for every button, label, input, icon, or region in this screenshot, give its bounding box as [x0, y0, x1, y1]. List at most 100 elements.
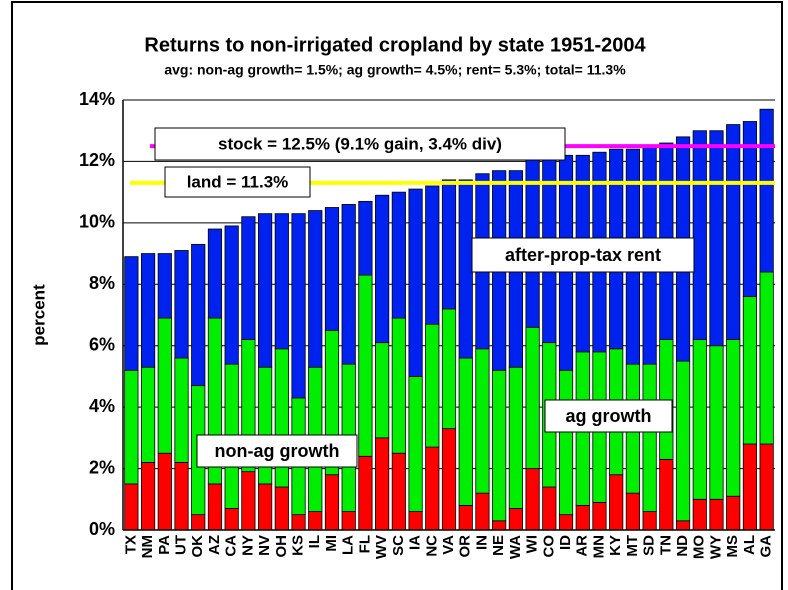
reference-label-box — [164, 166, 311, 198]
y-tick-label: 8% — [89, 273, 115, 293]
bar-segment — [425, 446, 440, 531]
bar-segment — [458, 357, 473, 506]
bar-segment — [358, 200, 373, 276]
y-tick-label: 0% — [89, 519, 115, 539]
x-tick-label: PA — [156, 535, 173, 555]
x-tick-label: VA — [440, 535, 457, 555]
bar-segment — [408, 511, 423, 531]
x-tick-label: OH — [273, 535, 290, 558]
x-tick-label: MO — [691, 535, 708, 559]
bar-segment — [324, 474, 340, 531]
bar-segment — [408, 188, 423, 377]
bar-segment — [174, 250, 189, 359]
x-tick-label: GA — [758, 535, 775, 558]
x-tick-label: FL — [356, 535, 373, 553]
x-tick-label: MN — [590, 535, 607, 558]
legend-box — [544, 399, 673, 433]
bar-segment — [425, 185, 440, 325]
bar-segment — [475, 348, 490, 494]
y-tick-label: 12% — [79, 150, 115, 170]
bar-segment — [492, 369, 507, 522]
bar-segment — [375, 194, 390, 344]
x-tick-label: ID — [557, 535, 574, 550]
legend-label: non-ag growth — [215, 441, 340, 461]
bar-segment — [492, 520, 507, 531]
bar-segment — [659, 339, 674, 460]
x-tick-label: NM — [139, 535, 156, 558]
bar-segment — [508, 508, 523, 531]
bar-segment — [291, 213, 306, 399]
bar-segment — [157, 317, 172, 454]
bar-segment — [441, 428, 457, 531]
bar-segment — [759, 271, 774, 445]
bar-segment — [508, 366, 523, 509]
bar-segment — [575, 505, 590, 531]
x-tick-label: UT — [172, 535, 189, 555]
bar-segment — [391, 317, 406, 454]
x-tick-label: WY — [707, 535, 724, 559]
bar-segment — [692, 339, 707, 500]
bar-segment — [642, 511, 657, 531]
x-tick-label: NY — [239, 535, 256, 556]
reference-label: land = 11.3% — [187, 172, 289, 191]
bar-segment — [675, 360, 691, 522]
x-tick-label: NC — [423, 535, 440, 557]
bar-segment — [174, 462, 189, 531]
bar-segment — [157, 452, 172, 531]
bar-segment — [742, 443, 758, 531]
bar-segment — [358, 455, 373, 531]
x-tick-label: CA — [223, 535, 240, 557]
x-tick-label: KY — [607, 535, 624, 556]
bar-segment — [124, 369, 139, 485]
x-tick-label: OK — [189, 535, 206, 558]
x-tick-label: WI — [524, 535, 541, 553]
bar-segment — [358, 274, 373, 457]
x-tick-label: KS — [290, 535, 307, 556]
x-tick-label: OR — [457, 535, 474, 558]
x-tick-label: WV — [373, 535, 390, 559]
x-tick-label: SC — [390, 535, 407, 556]
bar-segment — [642, 363, 657, 512]
bar-segment — [692, 130, 707, 340]
x-tick-label: IA — [407, 535, 424, 550]
bar-segment — [157, 253, 172, 319]
chart-title: Returns to non-irrigated cropland by sta… — [144, 34, 646, 56]
bar-segment — [324, 207, 340, 331]
x-tick-label: ND — [674, 535, 691, 557]
x-tick-label: MT — [624, 535, 641, 557]
bar-segment — [140, 366, 156, 463]
bar-segment — [341, 204, 356, 365]
bar-segment — [191, 243, 206, 387]
bar-segment — [140, 462, 156, 531]
bar-segment — [341, 511, 356, 531]
y-tick-label: 10% — [79, 212, 115, 232]
bar-segment — [709, 345, 724, 500]
bar-segment — [391, 191, 406, 319]
bar-segment — [174, 357, 189, 463]
bar-segment — [408, 376, 423, 512]
x-tick-label: NE — [490, 535, 507, 556]
bar-segment — [742, 121, 758, 297]
x-tick-label: NV — [256, 535, 273, 556]
bar-segment — [709, 130, 724, 347]
bar-segment — [207, 228, 223, 319]
x-tick-label: MI — [323, 535, 340, 552]
x-tick-label: AZ — [206, 535, 223, 555]
bar-segment — [224, 225, 239, 365]
bar-segment — [191, 514, 206, 531]
bar-segment — [375, 342, 390, 439]
bar-segment — [675, 520, 691, 531]
bar-segment — [441, 308, 457, 430]
x-tick-label: AL — [741, 535, 758, 555]
bar-segment — [475, 492, 490, 531]
bar-segment — [759, 108, 774, 273]
x-tick-label: TN — [657, 535, 674, 555]
y-axis-label: percent — [29, 284, 48, 346]
bar-segment — [241, 216, 256, 340]
bar-segment — [391, 452, 406, 531]
bar-segment — [241, 471, 256, 531]
bar-segment — [726, 339, 741, 497]
x-tick-label: TX — [122, 535, 139, 554]
bar-segment — [759, 443, 774, 531]
